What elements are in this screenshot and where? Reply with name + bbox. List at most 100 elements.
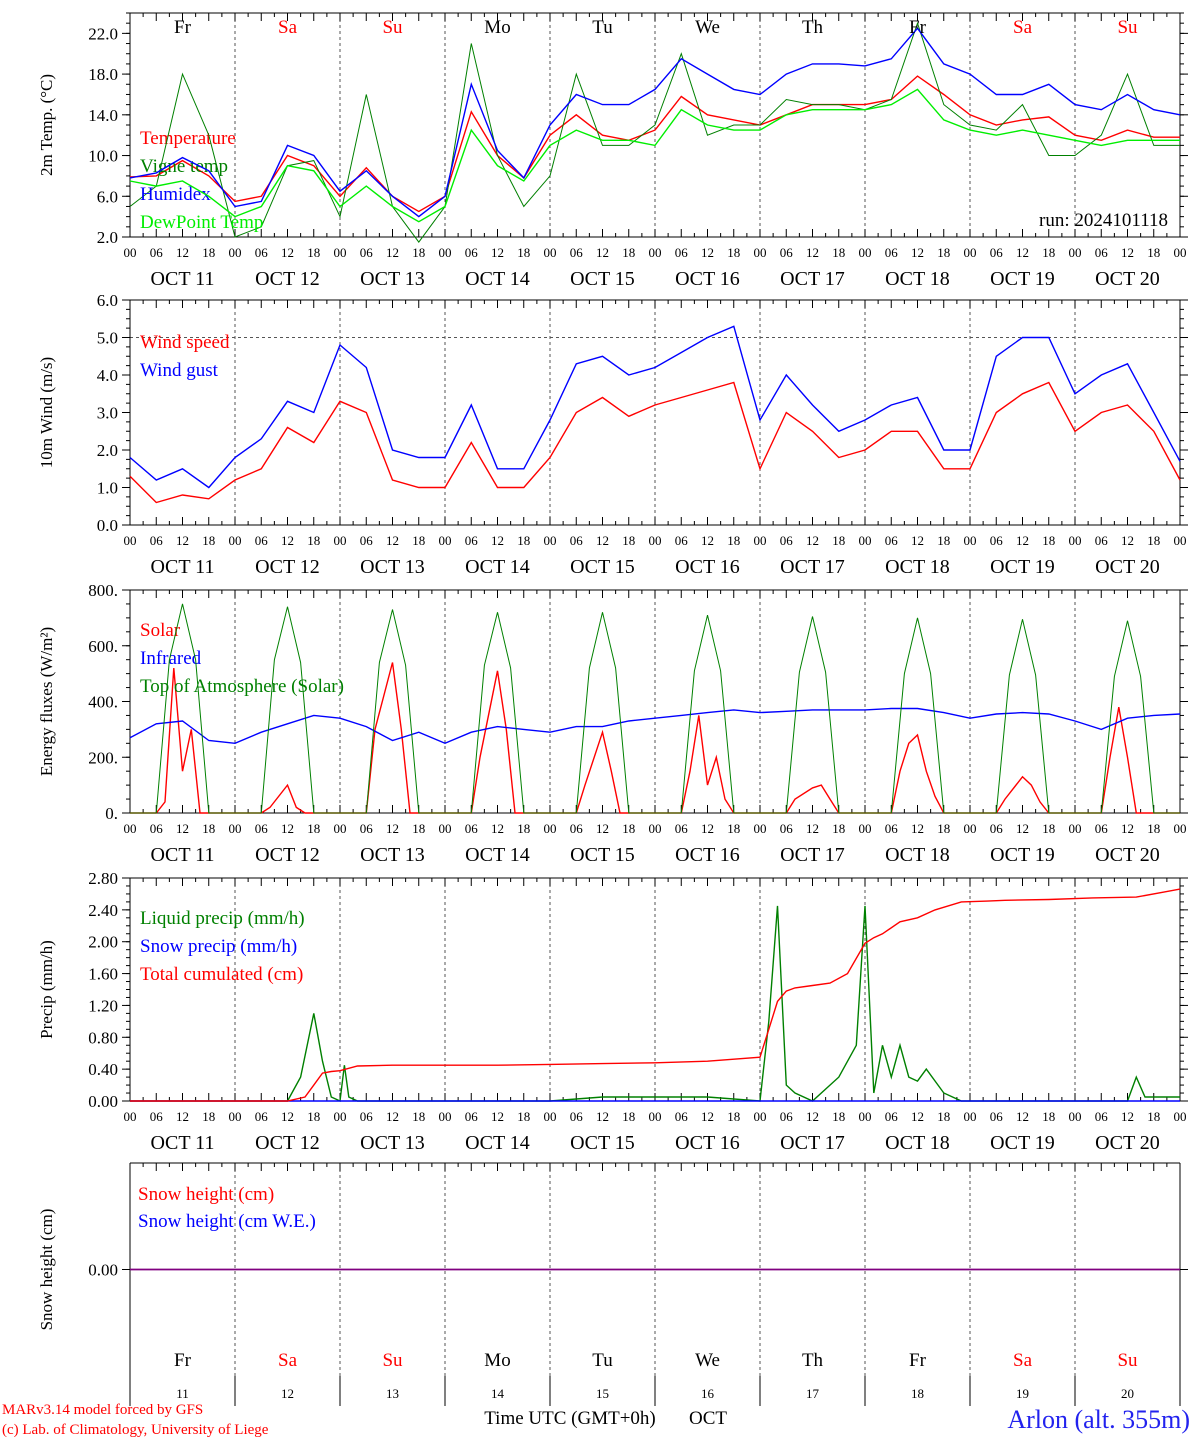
hour-tick-label: 00 bbox=[1174, 533, 1187, 548]
hour-tick-label: 00 bbox=[754, 245, 767, 260]
y-tick-label: 22.0 bbox=[88, 24, 118, 43]
weekday-label: Sa bbox=[278, 17, 298, 38]
hour-tick-label: 18 bbox=[307, 821, 320, 836]
hour-tick-label: 00 bbox=[229, 821, 242, 836]
hour-tick-label: 06 bbox=[150, 245, 164, 260]
hour-tick-label: 00 bbox=[124, 821, 137, 836]
hour-tick-label: 18 bbox=[517, 533, 530, 548]
date-label: OCT 16 bbox=[675, 1132, 740, 1154]
hour-tick-label: 00 bbox=[649, 1109, 662, 1124]
hour-tick-label: 00 bbox=[334, 821, 347, 836]
hour-tick-label: 00 bbox=[334, 533, 347, 548]
hour-tick-label: 18 bbox=[622, 533, 635, 548]
weekday-label: Su bbox=[382, 17, 403, 38]
hour-tick-label: 18 bbox=[622, 821, 635, 836]
hour-tick-label: 06 bbox=[465, 533, 479, 548]
date-label: OCT 16 bbox=[675, 268, 740, 290]
date-label: OCT 12 bbox=[255, 556, 320, 578]
hour-tick-label: 06 bbox=[675, 1109, 689, 1124]
hour-tick-label: 12 bbox=[596, 533, 609, 548]
hour-tick-label: 12 bbox=[1121, 1109, 1134, 1124]
y-tick-label: 6.0 bbox=[97, 291, 118, 310]
hour-tick-label: 00 bbox=[649, 245, 662, 260]
hour-tick-label: 00 bbox=[124, 245, 137, 260]
date-label: OCT 13 bbox=[360, 556, 425, 578]
hour-tick-label: 18 bbox=[937, 821, 950, 836]
hour-tick-label: 12 bbox=[701, 1109, 714, 1124]
hour-tick-label: 18 bbox=[202, 821, 215, 836]
hour-tick-label: 06 bbox=[465, 1109, 479, 1124]
date-label: OCT 17 bbox=[780, 268, 845, 290]
hour-tick-label: 00 bbox=[859, 245, 872, 260]
series-line bbox=[129, 381, 1181, 504]
hour-tick-label: 18 bbox=[727, 1109, 740, 1124]
hour-tick-label: 12 bbox=[386, 1109, 399, 1124]
hour-tick-label: 18 bbox=[937, 533, 950, 548]
day-number-label: 12 bbox=[281, 1386, 294, 1401]
hour-tick-label: 12 bbox=[1016, 533, 1029, 548]
series-line bbox=[129, 75, 1180, 213]
series-line bbox=[129, 325, 1181, 489]
hour-tick-label: 18 bbox=[727, 821, 740, 836]
station-label: Arlon (alt. 355m) bbox=[1007, 1405, 1190, 1434]
hour-tick-label: 06 bbox=[570, 1109, 584, 1124]
date-label: OCT 17 bbox=[780, 1132, 845, 1154]
hour-tick-label: 18 bbox=[307, 533, 320, 548]
hour-tick-label: 06 bbox=[360, 1109, 374, 1124]
legend-entry: Snow precip (mm/h) bbox=[140, 936, 297, 957]
hour-tick-label: 12 bbox=[911, 1109, 924, 1124]
hour-tick-label: 00 bbox=[334, 1109, 347, 1124]
date-label: OCT 18 bbox=[885, 556, 950, 578]
hour-tick-label: 00 bbox=[229, 245, 242, 260]
hour-tick-label: 18 bbox=[832, 245, 845, 260]
date-label: OCT 12 bbox=[255, 1132, 320, 1154]
hour-tick-label: 06 bbox=[150, 533, 164, 548]
weekday-label: Su bbox=[1117, 17, 1138, 38]
hour-tick-label: 06 bbox=[150, 821, 164, 836]
y-tick-label: 18.0 bbox=[88, 65, 118, 84]
hour-tick-label: 00 bbox=[1174, 245, 1187, 260]
day-number-label: 13 bbox=[386, 1386, 399, 1401]
y-tick-label: 2.0 bbox=[97, 441, 118, 460]
weekday-label: Mo bbox=[484, 17, 510, 38]
day-number-label: 19 bbox=[1016, 1386, 1029, 1401]
y-tick-label: 2.40 bbox=[88, 901, 118, 920]
y-tick-label: 2.00 bbox=[88, 933, 118, 952]
hour-tick-label: 18 bbox=[412, 533, 425, 548]
date-label: OCT 19 bbox=[990, 268, 1055, 290]
hour-tick-label: 00 bbox=[124, 533, 137, 548]
hour-tick-label: 06 bbox=[780, 1109, 794, 1124]
hour-tick-label: 00 bbox=[1069, 533, 1082, 548]
panel-3: 0. 200. 400. 600. 800. Energy fluxes (W/m²) So… bbox=[37, 581, 1188, 866]
hour-tick-label: 18 bbox=[1042, 533, 1055, 548]
date-label: OCT 18 bbox=[885, 1132, 950, 1154]
hour-tick-label: 12 bbox=[806, 245, 819, 260]
series-line bbox=[129, 27, 1181, 218]
hour-tick-label: 12 bbox=[281, 1109, 294, 1124]
hour-tick-label: 00 bbox=[439, 533, 452, 548]
date-label: OCT 13 bbox=[360, 268, 425, 290]
date-label: OCT 19 bbox=[990, 556, 1055, 578]
hour-tick-label: 12 bbox=[911, 533, 924, 548]
y-tick-label: 0.00 bbox=[88, 1261, 118, 1280]
hour-tick-label: 00 bbox=[859, 821, 872, 836]
hour-tick-label: 18 bbox=[1147, 533, 1160, 548]
hour-tick-label: 18 bbox=[307, 245, 320, 260]
date-label: OCT 14 bbox=[465, 556, 530, 578]
hour-tick-label: 18 bbox=[1147, 1109, 1160, 1124]
hour-tick-label: 12 bbox=[1121, 533, 1134, 548]
y-tick-label: 1.0 bbox=[97, 479, 118, 498]
y-tick-label: 0.40 bbox=[88, 1060, 118, 1079]
x-axis-title: Time UTC (GMT+0h) bbox=[484, 1408, 656, 1429]
y-axis-title: 2m Temp. (°C) bbox=[37, 74, 56, 176]
hour-tick-label: 18 bbox=[832, 533, 845, 548]
weekday-label: We bbox=[695, 17, 720, 38]
date-label: OCT 19 bbox=[990, 844, 1055, 866]
hour-tick-label: 12 bbox=[176, 245, 189, 260]
hour-tick-label: 00 bbox=[544, 821, 557, 836]
panel-5: 0.00 Snow height (cm) Snow height (cm) Snow… bbox=[37, 1162, 1188, 1406]
date-label: OCT 16 bbox=[675, 556, 740, 578]
date-label: OCT 15 bbox=[570, 844, 635, 866]
hour-tick-label: 00 bbox=[1174, 1109, 1187, 1124]
